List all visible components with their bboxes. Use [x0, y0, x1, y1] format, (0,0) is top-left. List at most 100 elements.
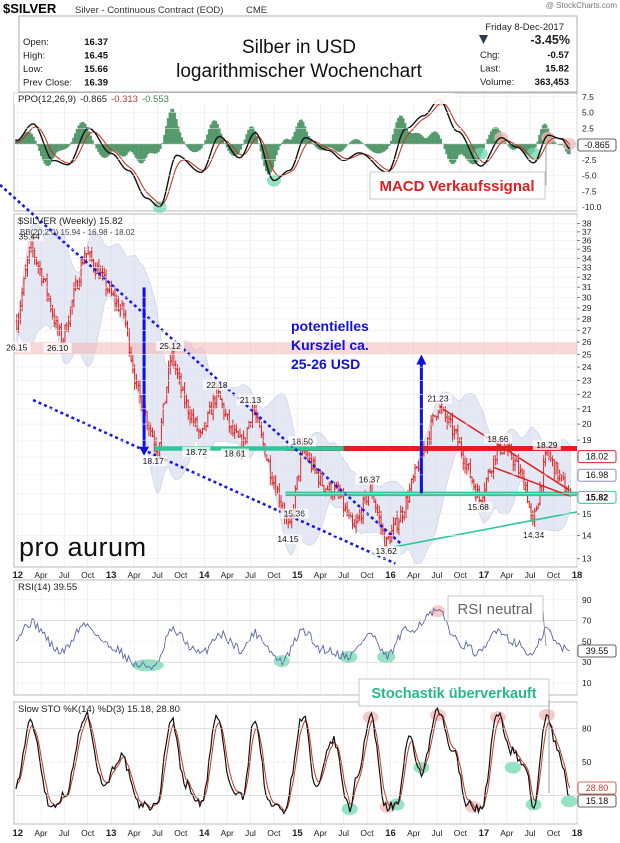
x-tick-label: 14: [199, 828, 210, 839]
histogram-bar: [361, 142, 364, 144]
histogram-bar: [384, 144, 387, 151]
histogram-bar: [557, 144, 560, 145]
histogram-bar: [198, 144, 201, 151]
histogram-bar: [206, 134, 209, 144]
histogram-bar: [191, 144, 194, 152]
histogram-bar: [259, 144, 262, 152]
histogram-bar: [431, 132, 434, 144]
histogram-bar: [327, 144, 330, 148]
rsi-pointer: [542, 611, 547, 647]
histogram-bar: [70, 142, 73, 144]
histogram-bar: [434, 131, 437, 144]
histogram-bar: [156, 144, 159, 154]
histogram-bar: [202, 144, 205, 146]
histogram-bar: [298, 119, 301, 144]
quote-value: 15.82: [545, 64, 569, 75]
x-tick-label: Jul: [338, 828, 349, 838]
price-badge: [577, 468, 617, 482]
x-tick-label: Jul: [432, 828, 443, 838]
histogram-bar: [381, 144, 384, 153]
y-tick-label: 20: [582, 419, 592, 429]
quote-value: -0.57: [547, 50, 569, 61]
histogram-bar: [66, 144, 69, 148]
y-tick-label: 33: [582, 263, 592, 273]
change-pct: -3.45%: [530, 33, 570, 47]
histogram-bar: [425, 137, 428, 144]
histogram-bar: [15, 139, 17, 144]
histogram-bar: [382, 144, 385, 152]
y-tick-label: 38: [582, 219, 592, 229]
y-tick-label: 5.0: [582, 108, 594, 118]
histogram-bar: [379, 144, 382, 154]
histogram-bar: [248, 127, 251, 144]
histogram-bar: [207, 129, 210, 144]
sto-highlight: [504, 761, 521, 774]
histogram-bar: [338, 144, 341, 153]
histogram-bar: [136, 144, 139, 161]
y-tick-label: 19: [582, 435, 592, 445]
y-tick-label: -10.0: [582, 202, 602, 212]
histogram-bar: [457, 144, 460, 156]
histogram-bar: [23, 133, 26, 144]
histogram-bar: [443, 144, 446, 149]
price-label-bg: [236, 394, 265, 405]
histogram-bar: [331, 144, 334, 149]
histogram-bar: [177, 126, 180, 144]
quote-value: 16.39: [84, 78, 108, 89]
quote-label: Chg:: [480, 50, 500, 61]
histogram-bar: [445, 144, 448, 155]
histogram-bar: [245, 134, 248, 144]
histogram-bar: [440, 138, 443, 144]
price-label: 18.29: [536, 440, 558, 450]
x-tick-label: Apr: [500, 828, 513, 838]
price-label: 18.61: [224, 449, 246, 459]
histogram-bar: [400, 115, 403, 144]
histogram-bar: [41, 144, 44, 161]
histogram-bar: [300, 119, 303, 144]
x-tick-label: Apr: [221, 828, 234, 838]
price-label-bg: [220, 448, 249, 459]
histogram-bar: [186, 144, 189, 148]
ppo-legend-v3: -0.553: [142, 94, 169, 105]
histogram-bar: [293, 131, 296, 144]
histogram-bar: [88, 131, 91, 144]
histogram-bar: [486, 138, 489, 144]
target-annotation-line2: Kursziel ca.: [291, 337, 369, 353]
histogram-bar: [509, 144, 512, 149]
histogram-bar: [182, 141, 185, 144]
histogram-bar: [354, 139, 357, 144]
histogram-bar: [270, 144, 273, 173]
ppo-panel: 7.55.02.50.0-2.5-5.0-7.5-10.0 PPO(12,26,…: [13, 92, 617, 213]
histogram-bar: [472, 144, 475, 165]
price-label-bg: [519, 530, 548, 541]
price-label-bg: [288, 436, 317, 447]
histogram-bar: [223, 143, 226, 144]
bb-legend: BB(20,2.0) 15.94 - 16.98 - 18.02: [20, 228, 135, 237]
price-label: 15.68: [468, 502, 490, 512]
histogram-bar: [118, 144, 121, 155]
downtrend-lower-line: [32, 398, 396, 565]
price-badge-value: 18.02: [586, 452, 609, 462]
histogram-bar: [170, 108, 173, 144]
histogram-bar: [116, 144, 119, 154]
header: $SILVER Silver - Continuous Contract (EO…: [3, 1, 617, 93]
histogram-bar: [145, 144, 148, 158]
x-tick-label: 15: [292, 570, 303, 581]
x-tick-label: Jul: [152, 828, 163, 838]
histogram-bar: [356, 139, 359, 144]
histogram-bar: [427, 136, 430, 144]
histogram-bar: [193, 144, 196, 153]
y-tick-label: 50: [582, 636, 592, 646]
histogram-bar: [286, 138, 289, 144]
histogram-bar: [188, 144, 191, 150]
x-tick-label: 15: [292, 828, 303, 839]
y-tick-label: 34: [582, 253, 592, 263]
histogram-bar: [63, 144, 66, 150]
y-tick-label: 32: [582, 272, 592, 282]
histogram-bar: [163, 134, 166, 144]
sto-highlight: [561, 795, 578, 808]
rsi-highlight: [273, 655, 290, 668]
sto-k-value: 15.18: [586, 796, 609, 806]
x-tick-label: Jul: [525, 570, 536, 580]
